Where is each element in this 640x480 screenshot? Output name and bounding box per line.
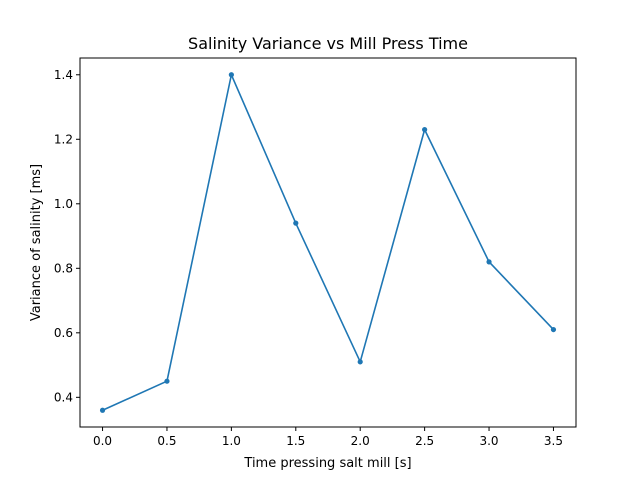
data-point [99, 407, 106, 413]
y-tick-label: 1.4 [54, 68, 73, 82]
data-point [293, 220, 299, 226]
y-tick-label: 1.0 [54, 197, 73, 211]
y-tick-label: 0.8 [54, 261, 73, 275]
data-point [228, 72, 234, 78]
data-point [550, 326, 557, 333]
x-axis-label: Time pressing salt mill [s] [243, 456, 411, 471]
x-tick-label: 0.5 [157, 434, 176, 448]
y-axis: 0.4 0.6 0.8 1.0 1.2 1.4 [54, 68, 80, 404]
y-tick-label: 0.4 [54, 390, 73, 404]
y-tick-label: 1.2 [54, 132, 73, 146]
x-axis: 0.0 0.5 1.0 1.5 2.0 2.5 3.0 3.5 [93, 427, 563, 448]
x-tick-label: 1.5 [286, 434, 305, 448]
data-point [164, 378, 170, 384]
x-tick-label: 1.0 [222, 434, 241, 448]
series-layer [99, 72, 557, 413]
plot-area-frame [79, 57, 577, 428]
x-tick-label: 0.0 [93, 434, 112, 448]
x-tick-label: 3.5 [544, 434, 563, 448]
series-line [102, 73, 555, 411]
x-tick-label: 2.5 [415, 434, 434, 448]
y-tick-label: 0.6 [54, 326, 73, 340]
x-tick-label: 2.0 [351, 434, 370, 448]
x-tick-label: 3.0 [479, 434, 498, 448]
data-point [422, 127, 428, 133]
chart-title: Salinity Variance vs Mill Press Time [188, 34, 468, 53]
y-axis-label: Variance of salinity [ms] [29, 164, 44, 321]
data-point [357, 359, 363, 365]
data-point [486, 259, 492, 265]
